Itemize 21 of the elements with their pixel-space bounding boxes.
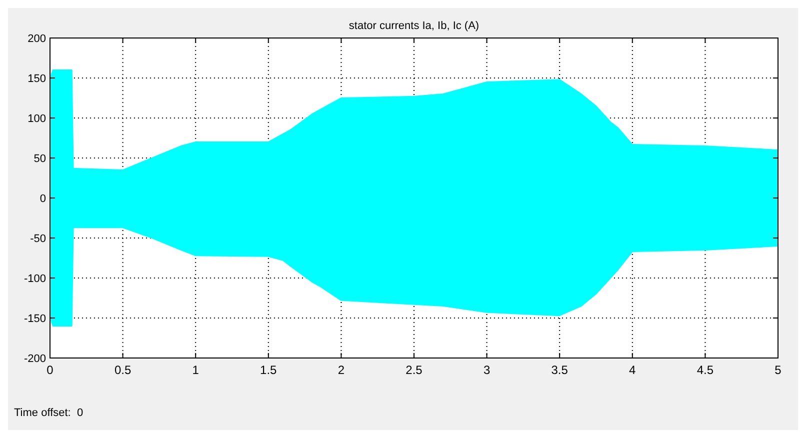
x-tick-label: 1.5 (260, 363, 278, 377)
x-tick-label: 4 (629, 363, 636, 377)
y-tick-label: 50 (34, 153, 46, 165)
y-tick-label: 150 (28, 73, 46, 85)
x-tick-label: 2.5 (406, 363, 423, 377)
y-tick-label: -200 (24, 353, 46, 365)
y-tick-label: -50 (30, 233, 46, 245)
y-tick-label: -100 (24, 273, 46, 285)
x-tick-label: 4.5 (696, 363, 714, 377)
y-tick-label: -150 (24, 313, 46, 325)
text: Time offset: 0 (14, 407, 84, 419)
y-tick-label: 0 (40, 193, 46, 205)
x-tick-label: 3 (483, 363, 490, 377)
x-tick-label: 1 (192, 363, 200, 377)
x-tick-label: 5 (774, 363, 782, 377)
chart-title: stator currents Ia, Ib, Ic (A) (348, 20, 480, 32)
x-tick-label: 2 (338, 363, 345, 377)
y-tick-label: 200 (28, 33, 46, 45)
y-tick-label: 100 (28, 113, 46, 125)
x-tick-label: 0.5 (114, 363, 132, 377)
x-tick-label: 3.5 (551, 363, 568, 377)
